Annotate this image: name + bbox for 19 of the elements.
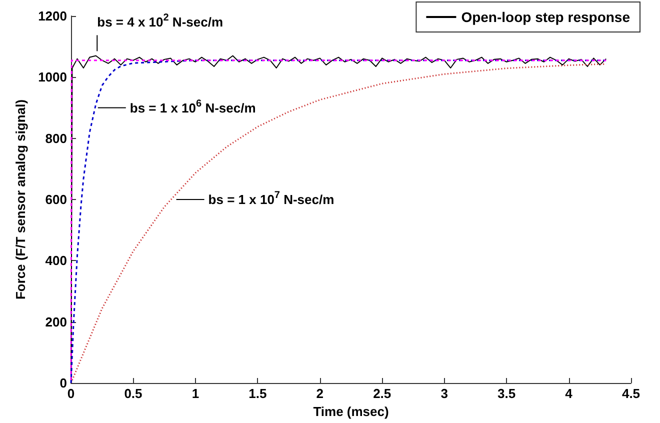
x-tick-label: 0.5: [124, 386, 142, 401]
legend-label: Open-loop step response: [461, 9, 630, 25]
x-tick-label: 2.5: [373, 386, 392, 401]
x-tick-label: 2: [316, 386, 324, 401]
y-tick-label: 400: [45, 253, 67, 268]
x-tick-label: 4: [565, 386, 574, 401]
x-axis-title: Time (msec): [313, 404, 389, 419]
x-tick-label: 3: [440, 386, 448, 401]
y-tick-label: 1200: [38, 8, 67, 24]
x-tick-label: 1: [192, 386, 200, 401]
x-tick-label: 3.5: [498, 386, 516, 401]
x-tick-label: 4.5: [622, 386, 640, 401]
y-tick-label: 200: [45, 314, 67, 330]
y-tick-label: 600: [45, 192, 67, 207]
y-tick-label: 1000: [38, 70, 67, 85]
y-tick-label: 800: [45, 130, 67, 146]
y-axis-title: Force (F/T sensor analog signal): [13, 99, 28, 300]
x-tick-label: 1.5: [248, 386, 267, 401]
y-tick-label: 0: [60, 376, 67, 390]
